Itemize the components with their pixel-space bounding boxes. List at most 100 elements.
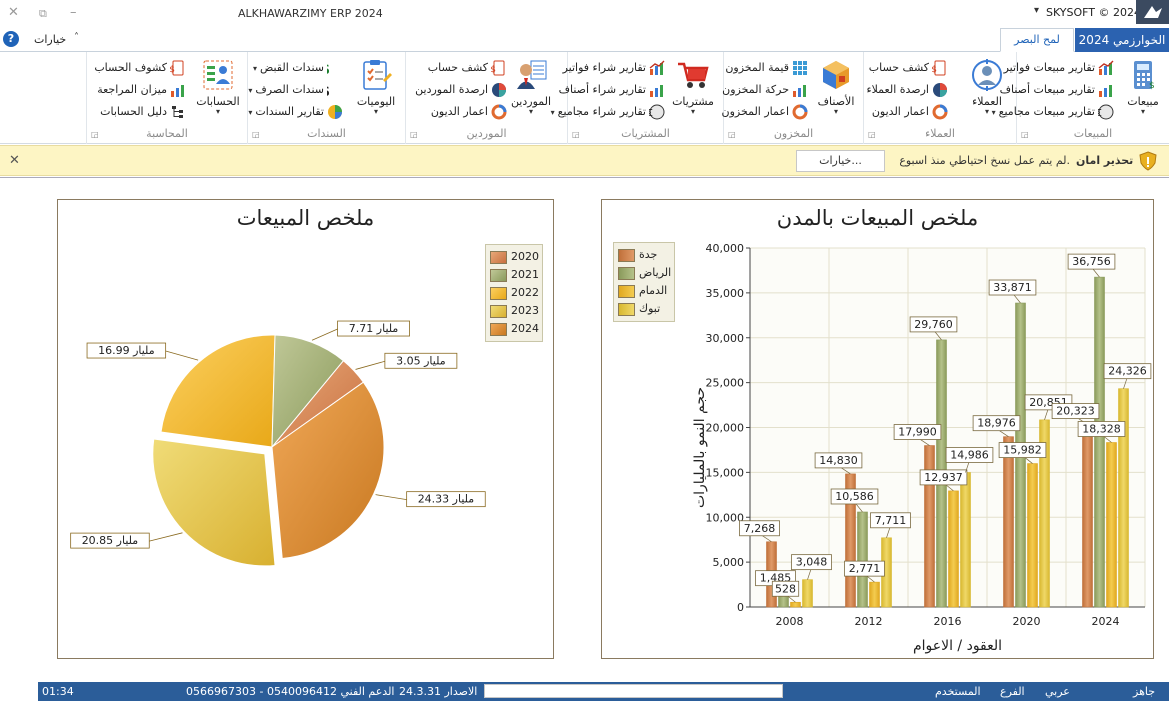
trial-balance[interactable]: ميزان المراجعة bbox=[97, 82, 186, 102]
voucher-reports[interactable]: تقارير السندات▾ bbox=[248, 104, 343, 124]
group-caption: المبيعات bbox=[1073, 127, 1113, 140]
sales-items-report[interactable]: تقارير مبيعات أصناف bbox=[1000, 82, 1114, 102]
group-caption: العملاء bbox=[925, 127, 955, 140]
statement-icon: $ bbox=[170, 60, 184, 76]
data-label-box bbox=[814, 452, 863, 469]
supplier-statement[interactable]: $ كشف حساب bbox=[428, 60, 507, 80]
items-button[interactable]: الأصناف ▾ bbox=[811, 58, 861, 122]
tree-icon bbox=[172, 106, 183, 118]
data-label-box bbox=[791, 554, 832, 571]
legend-swatch bbox=[618, 266, 635, 280]
ribbon-group-inventory: الأصناف ▾ قيمة المخزون حركة المخزون اعما… bbox=[722, 52, 863, 144]
sales-button[interactable]: $ مبيعات ▾ bbox=[1118, 58, 1168, 122]
help-icon[interactable]: ? bbox=[3, 31, 19, 47]
close-window-icon[interactable]: ✕ bbox=[8, 5, 19, 20]
data-label-box bbox=[998, 442, 1047, 458]
y-tick-label: 0 bbox=[737, 601, 744, 614]
data-label-box bbox=[919, 469, 968, 486]
pie-slice-2022 bbox=[160, 334, 276, 448]
dialog-launcher-icon[interactable]: ◲ bbox=[1021, 130, 1029, 139]
bar-الدمام-2020 bbox=[1027, 463, 1038, 608]
chart-of-accounts[interactable]: دليل الحسابات bbox=[100, 104, 186, 124]
status-language[interactable]: عربي bbox=[1045, 685, 1070, 698]
purchase-invoices-report[interactable]: تقارير شراء فواتير bbox=[563, 60, 665, 80]
city-sales-bar-chart: 0 5,000 10,000 15,000 20,000 25,000 30,000 35,0… bbox=[692, 242, 1152, 654]
purchase-totals-report[interactable]: Σ تقارير شراء مجاميع▾ bbox=[551, 104, 665, 124]
legend-label: تبوك bbox=[639, 302, 661, 315]
purchase-items-report[interactable]: تقارير شراء أصناف bbox=[559, 82, 665, 102]
legend-swatch bbox=[490, 322, 507, 336]
title-bar: ✕ ⧉ – ALKHAWARZIMY ERP 2024 ▾ SKYSOFT © … bbox=[0, 0, 1169, 28]
customer-debt-aging[interactable]: اعمار الديون bbox=[872, 104, 948, 124]
journals-button[interactable]: اليوميات ▾ bbox=[351, 58, 401, 122]
data-label: 10,586 bbox=[835, 490, 874, 503]
ribbon-group-suppliers: الموردين ▾ $ كشف حساب ارصدة الموردين اعما… bbox=[405, 52, 567, 144]
payment-vouchers[interactable]: $سندات الصرف▾ bbox=[248, 82, 343, 102]
notice-message: لم يتم عمل نسخ احتياطي منذ اسبوع. bbox=[899, 154, 1070, 167]
bar-chart-icon bbox=[171, 85, 184, 97]
y-tick-label: 35,000 bbox=[706, 287, 745, 300]
inventory-movement[interactable]: حركة المخزون bbox=[722, 82, 808, 102]
supplier-balances[interactable]: ارصدة الموردين bbox=[415, 82, 507, 102]
ribbon: $ مبيعات ▾ تقارير مبيعات فواتير تقارير م… bbox=[0, 52, 1169, 144]
legend-label: 2021 bbox=[511, 268, 539, 281]
chart-title: ملخص المبيعات bbox=[236, 206, 375, 230]
sales-summary-chart-panel: ملخص المبيعات مليار 3.05 مليار 24.33 مليار… bbox=[57, 199, 554, 659]
data-label: 15,982 bbox=[1003, 444, 1042, 457]
inventory-value[interactable]: قيمة المخزون bbox=[725, 60, 808, 80]
sales-totals-report[interactable]: Σ تقارير مبيعات مجاميع▾ bbox=[992, 104, 1114, 124]
ribbon-group-vouchers: اليوميات ▾ $سندات القبض▾ $سندات الصرف▾ ت… bbox=[247, 52, 405, 144]
purchases-button[interactable]: مشتريات ▾ bbox=[668, 58, 718, 122]
customers-button[interactable]: العملاء ▾ bbox=[962, 58, 1012, 122]
customer-balances[interactable]: ارصدة العملاء bbox=[866, 82, 948, 102]
options-menu[interactable]: خيارات bbox=[34, 33, 67, 46]
dialog-launcher-icon[interactable]: ◲ bbox=[728, 130, 736, 139]
dialog-launcher-icon[interactable]: ◲ bbox=[410, 130, 418, 139]
statement-icon: $ bbox=[932, 60, 946, 76]
brand-caret-icon[interactable]: ▾ bbox=[1034, 5, 1040, 16]
dialog-launcher-icon[interactable]: ◲ bbox=[868, 130, 876, 139]
dropdown-caret-icon: ▾ bbox=[690, 107, 695, 116]
dialog-launcher-icon[interactable]: ◲ bbox=[572, 130, 580, 139]
pie-slice-2021 bbox=[271, 334, 345, 449]
legend-label: جدة bbox=[639, 248, 658, 261]
data-label: 29,760 bbox=[914, 318, 953, 331]
sigma-icon: Σ bbox=[1098, 104, 1114, 120]
sales-invoices-report[interactable]: تقارير مبيعات فواتير bbox=[1004, 60, 1114, 80]
pie-label-box bbox=[70, 532, 150, 549]
dialog-launcher-icon[interactable]: ◲ bbox=[252, 130, 260, 139]
bar-تبوك-2016 bbox=[960, 472, 971, 608]
close-notice-icon[interactable]: ✕ bbox=[9, 153, 20, 168]
data-label: 7,268 bbox=[744, 522, 776, 535]
accounts-button[interactable]: الحسابات ▾ bbox=[193, 58, 243, 122]
restore-window-icon[interactable]: ⧉ bbox=[39, 7, 47, 20]
svg-text:$: $ bbox=[170, 65, 175, 75]
dollar-icon: $ bbox=[327, 84, 330, 98]
legend-swatch bbox=[618, 248, 635, 262]
collapse-ribbon-icon[interactable]: ˄ bbox=[74, 32, 79, 43]
city-sales-chart-panel: ملخص المبيعات بالمدن 0 5,000 10,000 15,000 2… bbox=[601, 199, 1154, 659]
minimize-window-icon[interactable]: – bbox=[70, 5, 77, 20]
legend-swatch bbox=[618, 302, 635, 316]
inventory-aging[interactable]: اعمار المخزون bbox=[722, 104, 808, 124]
ribbon-group-customers: العملاء ▾ $ كشف حساب ارصدة العملاء اعمار … bbox=[863, 52, 1016, 144]
account-statements[interactable]: $ كشوف الحساب bbox=[94, 60, 186, 80]
data-label: 18,328 bbox=[1082, 423, 1121, 436]
customer-statement[interactable]: $ كشف حساب bbox=[869, 60, 948, 80]
skysoft-logo bbox=[1136, 0, 1169, 24]
suppliers-button[interactable]: الموردين ▾ bbox=[506, 58, 556, 122]
bar-الرياض-2012 bbox=[857, 511, 868, 608]
data-label: 14,830 bbox=[819, 454, 858, 467]
pie-label-box bbox=[86, 342, 167, 359]
tab-quick-view[interactable]: لمح البصر bbox=[1000, 28, 1074, 52]
tab-file[interactable]: الخوارزمي 2024 bbox=[1075, 28, 1169, 52]
data-label-box bbox=[771, 580, 800, 597]
receipt-vouchers[interactable]: $سندات القبض▾ bbox=[253, 60, 343, 80]
dialog-launcher-icon[interactable]: ◲ bbox=[91, 130, 99, 139]
supplier-debt-aging[interactable]: اعمار الديون bbox=[431, 104, 507, 124]
brand-label: SKYSOFT © 2024 bbox=[1046, 6, 1142, 19]
x-tick-label: 2024 bbox=[1092, 615, 1120, 628]
svg-text:$: $ bbox=[327, 84, 330, 98]
notice-options-button[interactable]: خيارات... bbox=[796, 150, 885, 172]
data-label-box bbox=[945, 447, 994, 463]
